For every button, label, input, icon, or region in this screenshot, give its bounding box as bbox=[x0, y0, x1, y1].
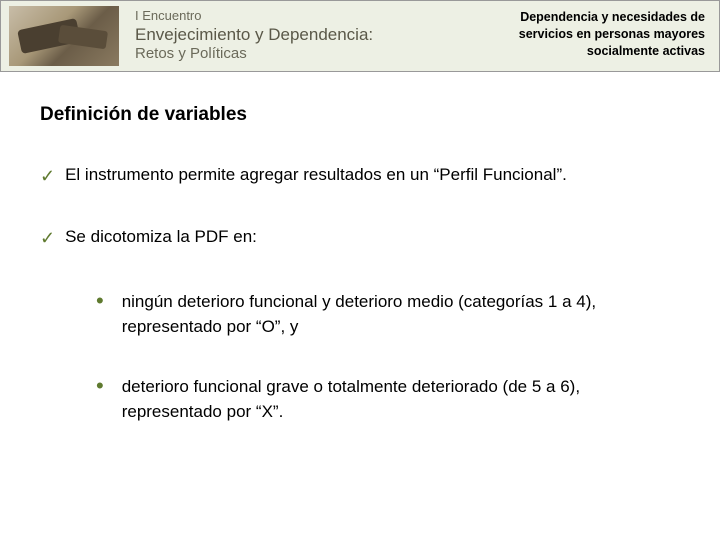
header-right-line-3: socialmente activas bbox=[519, 43, 705, 60]
bullet-item-1-text: ningún deterioro funcional y deterioro m… bbox=[122, 289, 680, 340]
bullet-icon: • bbox=[96, 289, 104, 313]
check-item-1: ✓ El instrumento permite agregar resulta… bbox=[40, 164, 680, 188]
header-right-title: Dependencia y necesidades de servicios e… bbox=[519, 9, 705, 60]
header-right-line-2: servicios en personas mayores bbox=[519, 26, 705, 43]
section-title: Definición de variables bbox=[40, 104, 680, 126]
bullet-item-2: • deterioro funcional grave o totalmente… bbox=[96, 374, 680, 425]
check-item-2: ✓ Se dicotomiza la PDF en: bbox=[40, 226, 680, 250]
bullet-icon: • bbox=[96, 374, 104, 398]
bullet-item-2-text: deterioro funcional grave o totalmente d… bbox=[122, 374, 680, 425]
logo-line-2: Envejecimiento y Dependencia: bbox=[135, 24, 373, 45]
logo-line-1: I Encuentro bbox=[135, 8, 373, 24]
slide-content: Definición de variables ✓ El instrumento… bbox=[0, 72, 720, 425]
bullet-item-1: • ningún deterioro funcional y deterioro… bbox=[96, 289, 680, 340]
bullet-list: • ningún deterioro funcional y deterioro… bbox=[96, 289, 680, 425]
check-item-2-text: Se dicotomiza la PDF en: bbox=[65, 226, 257, 249]
header-logo-image bbox=[9, 6, 119, 66]
checkmark-icon: ✓ bbox=[40, 164, 55, 188]
header-logo-text: I Encuentro Envejecimiento y Dependencia… bbox=[135, 8, 373, 64]
header-right-line-1: Dependencia y necesidades de bbox=[519, 9, 705, 26]
logo-line-3: Retos y Políticas bbox=[135, 45, 373, 64]
checkmark-icon: ✓ bbox=[40, 226, 55, 250]
check-item-1-text: El instrumento permite agregar resultado… bbox=[65, 164, 567, 187]
slide-header: I Encuentro Envejecimiento y Dependencia… bbox=[0, 0, 720, 72]
